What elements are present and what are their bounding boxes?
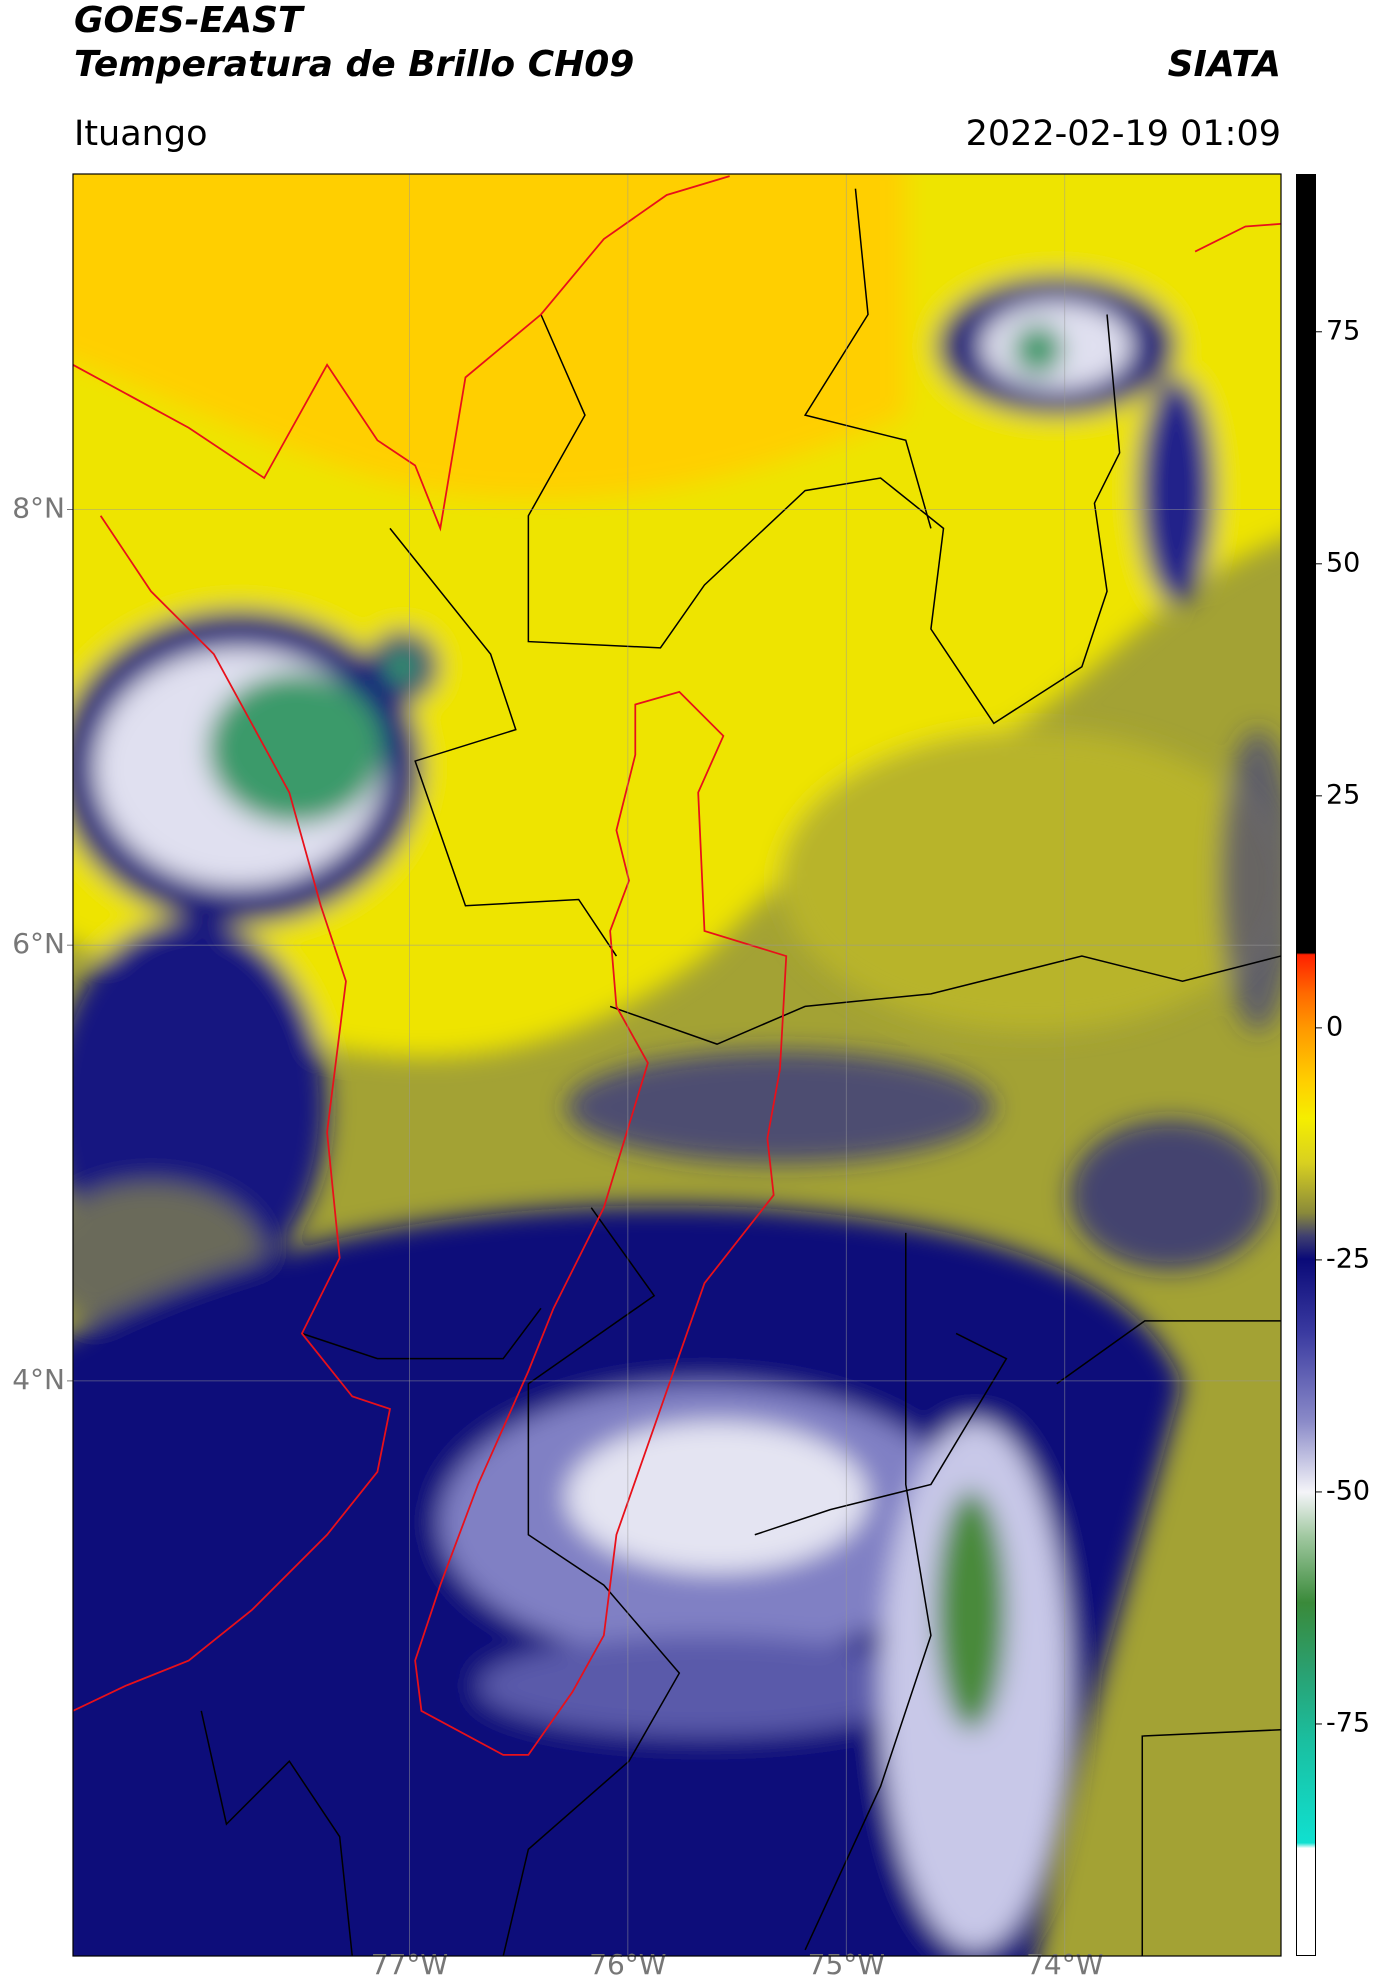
x-tick-label: 77°W xyxy=(371,1948,448,1981)
map-frame xyxy=(72,173,1282,1957)
colorbar-tick-label: -75 xyxy=(1326,1707,1370,1738)
x-tick-label: 76°W xyxy=(589,1948,666,1981)
source: SIATA xyxy=(1167,44,1281,85)
subtitle: Temperatura de Brillo CH09 xyxy=(74,44,635,85)
y-tick-label: 4°N xyxy=(12,1363,65,1396)
colorbar-tick-label: 0 xyxy=(1326,1011,1343,1042)
datetime: 2022-02-19 01:09 xyxy=(965,114,1281,154)
colorbar-tick-label: 75 xyxy=(1326,315,1360,346)
y-tick-label: 8°N xyxy=(12,491,65,524)
colorbar-tick-label: 50 xyxy=(1326,547,1360,578)
y-tick-label: 6°N xyxy=(12,927,65,960)
satellite-image xyxy=(73,174,1281,1956)
title: GOES-EAST xyxy=(74,0,303,41)
colorbar-tick-label: 25 xyxy=(1326,779,1360,810)
x-tick-label: 74°W xyxy=(1026,1948,1103,1981)
location: Ituango xyxy=(74,114,208,154)
x-tick-label: 75°W xyxy=(808,1948,885,1981)
colorbar-tick-label: -25 xyxy=(1326,1243,1370,1274)
colorbar-tick-label: -50 xyxy=(1326,1475,1370,1506)
colorbar xyxy=(1296,174,1316,1956)
